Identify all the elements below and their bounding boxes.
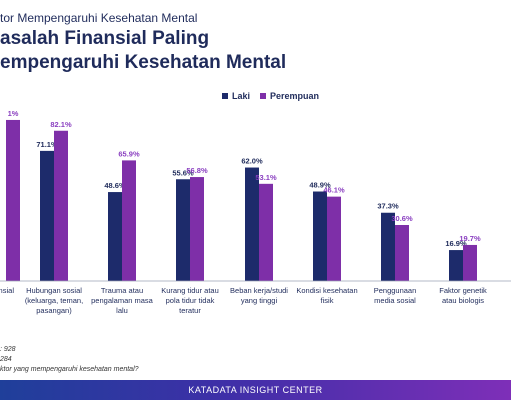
- category-label-5: Kondisi kesehatan fisik: [296, 286, 357, 305]
- value-label-laki-5: 48.9%: [309, 181, 331, 190]
- value-label-perempuan-6: 30.6%: [391, 214, 413, 223]
- bar-perempuan-5: [327, 196, 341, 281]
- chart-title-line-2: empengaruhi Kesehatan Mental: [0, 52, 287, 73]
- bar-laki-2: [108, 192, 122, 281]
- question-note: ktor yang mempengaruhi kesehatan mental?: [0, 366, 139, 373]
- bar-perempuan-6: [395, 225, 409, 281]
- value-label-laki-7: 16.9%: [445, 239, 467, 248]
- bar-perempuan-3: [190, 177, 204, 281]
- chart-kicker: tor Mempengaruhi Kesehatan Mental: [0, 11, 198, 25]
- bar-perempuan-7: [463, 244, 477, 281]
- bar-laki-4: [245, 167, 259, 281]
- value-label-laki-4: 62.0%: [241, 157, 263, 166]
- legend-item-perempuan: Perempuan: [260, 91, 319, 101]
- value-label-perempuan-0: 1%: [8, 109, 19, 118]
- footer-banner: KATADATA INSIGHT CENTER: [0, 380, 511, 400]
- bar-chart: 1% ansial 71.1% 82.1% Hubungan sosial(keluar…: [0, 109, 511, 315]
- bar-perempuan-2: [122, 160, 136, 281]
- legend-swatch-laki: [222, 93, 228, 99]
- value-label-perempuan-1: 82.1%: [50, 120, 72, 129]
- category-label-3: Kurang tidur atau pola tidur tidak teratur: [161, 286, 219, 315]
- bar-laki-5: [313, 191, 327, 281]
- value-label-perempuan-7: 19.7%: [459, 234, 481, 243]
- value-label-perempuan-3: 56.8%: [186, 166, 208, 175]
- value-label-laki-2: 48.6%: [104, 181, 126, 190]
- bar-laki-3: [176, 179, 190, 281]
- value-label-laki-6: 37.3%: [377, 202, 399, 211]
- value-label-perempuan-4: 53.1%: [255, 173, 277, 182]
- category-label-7: Faktor genetik atau biologis: [439, 286, 487, 305]
- category-label-1: Hubungan sosial (keluarga, teman, pasangan…: [25, 286, 83, 315]
- value-label-perempuan-2: 65.9%: [118, 149, 140, 158]
- bar-laki-6: [381, 212, 395, 281]
- sample-note-2: 284: [0, 356, 12, 363]
- value-label-laki-3: 55.6%: [172, 168, 194, 177]
- category-label-6: Penggunaan media sosial: [374, 286, 417, 305]
- bar-perempuan-1: [54, 130, 68, 281]
- category-label-4: Beban kerja/studi yang tinggi: [230, 286, 288, 305]
- value-label-laki-1: 71.1%: [36, 140, 58, 149]
- bar-laki-1: [40, 150, 54, 281]
- chart-title: asalah Finansial Paling empengaruhi Kese…: [0, 27, 286, 75]
- bar-perempuan-0: [6, 119, 20, 282]
- sample-note-1: : 928: [0, 346, 16, 353]
- bar-laki-7: [449, 250, 463, 281]
- chart-title-line-1: asalah Finansial Paling: [0, 28, 210, 49]
- legend-swatch-perempuan: [260, 93, 267, 99]
- legend-label-perempuan: Perempuan: [270, 91, 320, 101]
- value-label-perempuan-5: 46.1%: [323, 186, 345, 195]
- category-label-0: ansial: [0, 286, 14, 295]
- legend-label-laki: Laki: [232, 91, 251, 101]
- legend-item-laki: Laki: [222, 91, 250, 101]
- bar-perempuan-4: [259, 183, 273, 281]
- chart-legend: Laki Perempuan: [222, 91, 319, 101]
- category-label-2: Trauma atau pengalaman masa lalu: [91, 286, 154, 315]
